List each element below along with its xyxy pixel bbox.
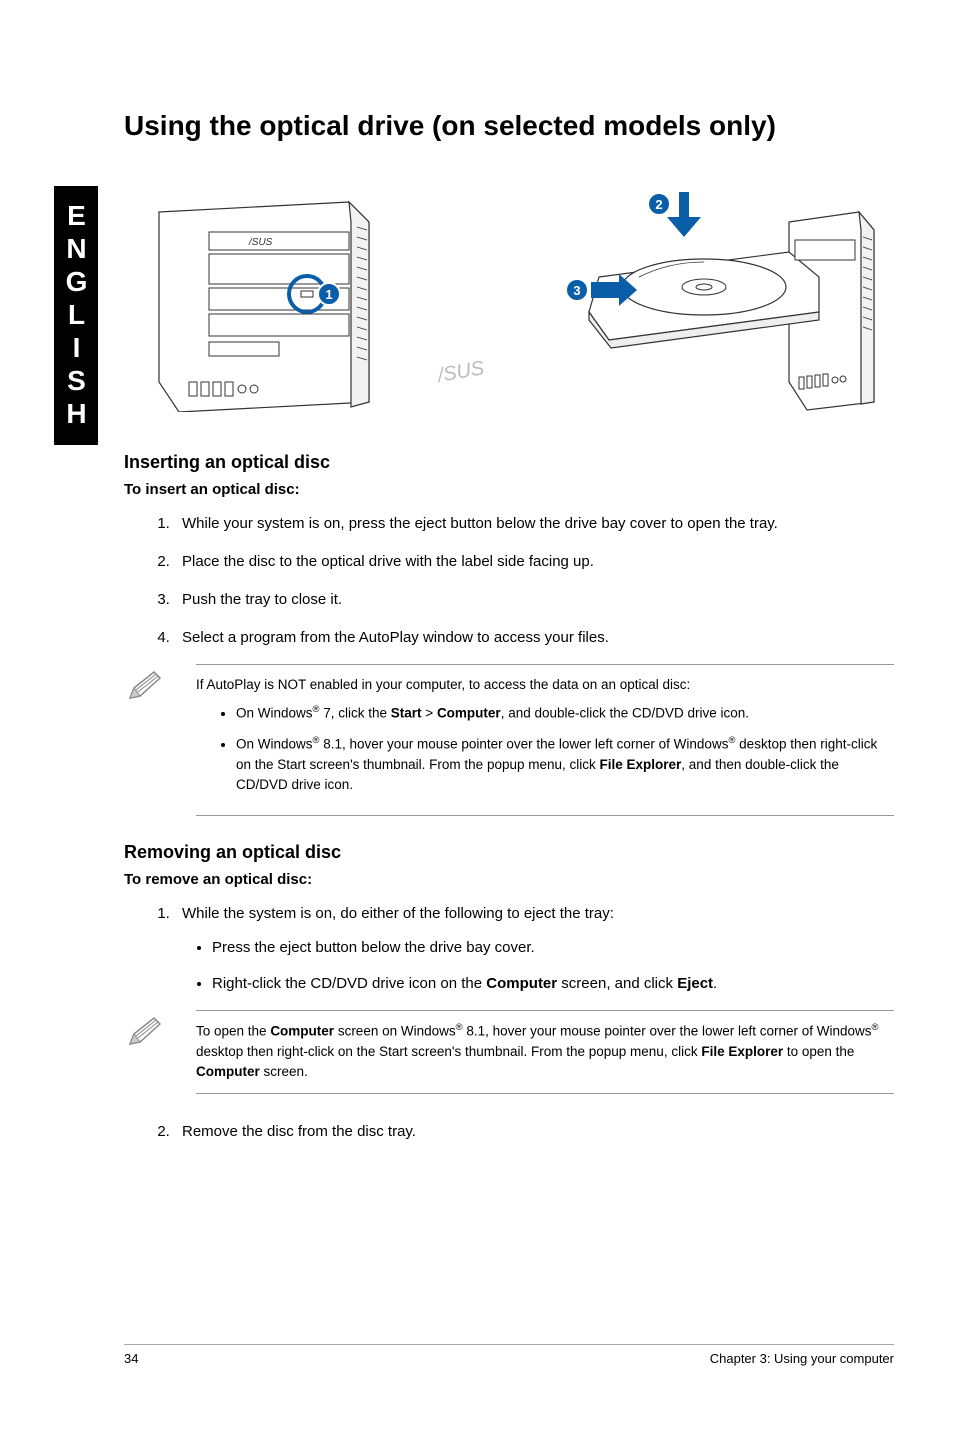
insert-steps: While your system is on, press the eject… [124,512,894,650]
pencil-icon [124,664,174,711]
text: Right-click the CD/DVD drive icon on the [212,975,486,992]
text: On Windows [236,737,313,752]
note-block-autoplay: If AutoPlay is NOT enabled in your compu… [124,664,894,816]
bullet-item: Press the eject button below the drive b… [212,936,894,960]
diagram-row: /SUS /SUS 1 [124,182,894,412]
note-body: To open the Computer screen on Windows® … [196,1010,894,1093]
text: On Windows [236,706,313,721]
list-item: While your system is on, press the eject… [174,512,894,536]
text: > [422,706,437,721]
text: ® [872,1022,879,1033]
diagram-tower-open: 2 3 [524,182,894,412]
remove-steps-cont: Remove the disc from the disc tray. [124,1120,894,1144]
note-body: If AutoPlay is NOT enabled in your compu… [196,664,894,816]
text: screen, and click [557,975,677,992]
page-number: 34 [124,1351,138,1366]
note-bullet: On Windows® 7, click the Start > Compute… [236,703,894,724]
svg-text:/SUS: /SUS [248,237,273,248]
main-heading: Using the optical drive (on selected mod… [124,110,894,142]
section-insert-subtitle: To insert an optical disc: [124,481,894,498]
text: 8.1, hover your mouse pointer over the l… [463,1024,872,1039]
list-item: While the system is on, do either of the… [174,902,894,996]
svg-text:/SUS: /SUS [434,357,486,387]
list-item: Remove the disc from the disc tray. [174,1120,894,1144]
text: File Explorer [600,757,682,772]
note-intro: If AutoPlay is NOT enabled in your compu… [196,675,894,695]
text: 8.1, hover your mouse pointer over the l… [320,737,729,752]
list-item: Select a program from the AutoPlay windo… [174,626,894,650]
note-bullet: On Windows® 8.1, hover your mouse pointe… [236,734,894,795]
text: To open the [196,1024,270,1039]
text: Computer [270,1024,334,1039]
text: Computer [196,1064,260,1079]
side-language-tab: ENGLISH [54,186,98,445]
text: desktop then right-click on the Start sc… [196,1044,701,1059]
text: ® [313,735,320,746]
text: Eject [677,975,713,992]
text: 7, click the [320,706,391,721]
note-block-computer: To open the Computer screen on Windows® … [124,1010,894,1093]
text: screen on Windows [334,1024,456,1039]
text: While the system is on, do either of the… [182,905,614,922]
text: ® [313,704,320,715]
section-remove-subtitle: To remove an optical disc: [124,871,894,888]
diagram-badge-2: 2 [655,197,662,212]
section-remove-title: Removing an optical disc [124,842,894,863]
section-insert-title: Inserting an optical disc [124,452,894,473]
text: screen. [260,1064,308,1079]
diagram-tower-closed: /SUS /SUS 1 [124,182,494,412]
list-item: Push the tray to close it. [174,588,894,612]
text: File Explorer [701,1044,783,1059]
text: to open the [783,1044,854,1059]
page-content: Using the optical drive (on selected mod… [124,110,894,1158]
text: Start [391,706,422,721]
diagram-badge-3: 3 [573,283,580,298]
pencil-icon [124,1010,174,1057]
remove-steps: While the system is on, do either of the… [124,902,894,996]
text: ® [456,1022,463,1033]
text: Computer [437,706,501,721]
list-item: Place the disc to the optical drive with… [174,550,894,574]
diagram-badge-1: 1 [325,287,332,302]
bullet-item: Right-click the CD/DVD drive icon on the… [212,972,894,996]
text: . [713,975,717,992]
text: , and double-click the CD/DVD drive icon… [501,706,749,721]
chapter-label: Chapter 3: Using your computer [710,1351,894,1366]
text: Computer [486,975,557,992]
page-footer: 34 Chapter 3: Using your computer [124,1344,894,1366]
